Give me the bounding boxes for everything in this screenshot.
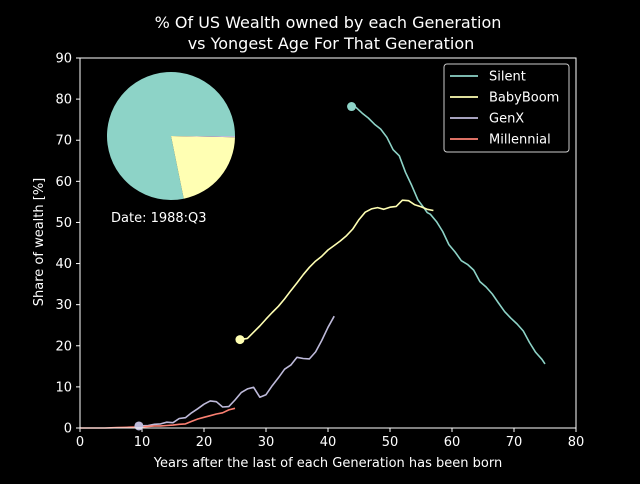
series-line-babyboom	[239, 199, 434, 341]
chart-legend: Silent BabyBoom GenX Millennial	[443, 63, 570, 153]
x-tick-label: 80	[568, 435, 585, 450]
legend-label-millennial: Millennial	[489, 133, 551, 148]
legend-label-genx: GenX	[489, 112, 524, 127]
start-marker-silent	[347, 102, 357, 112]
x-axis-ticks: 0 10 20 30 40 50 60 70 80	[76, 428, 584, 450]
x-tick-label: 70	[506, 435, 523, 450]
chart-title-line2: vs Yongest Age For That Generation	[188, 34, 475, 53]
pie-slice-babyboom	[171, 136, 235, 199]
series-line-genx	[138, 315, 335, 427]
y-tick-label: 70	[55, 134, 72, 149]
legend-box	[443, 63, 570, 153]
y-axis-ticks: 0 10 20 30 40 50 60 70 80 90	[55, 52, 80, 437]
legend-label-silent: Silent	[489, 70, 526, 85]
pie-chart	[107, 71, 236, 200]
y-tick-label: 60	[55, 175, 72, 190]
pie-slice-genx	[171, 136, 236, 138]
series-line-silent	[351, 105, 546, 365]
pie-slice-silent	[107, 71, 235, 200]
x-tick-label: 0	[76, 435, 84, 450]
legend-items: Silent BabyBoom GenX Millennial	[450, 70, 559, 148]
y-axis-label: Share of wealth [%]	[32, 178, 47, 306]
x-tick-label: 10	[134, 435, 151, 450]
y-tick-label: 90	[55, 52, 72, 67]
legend-label-babyboom: BabyBoom	[489, 91, 559, 106]
chart-title-line1: % Of US Wealth owned by each Generation	[155, 13, 502, 32]
start-marker-babyboom	[235, 335, 245, 345]
y-tick-label: 0	[64, 422, 72, 437]
y-tick-label: 20	[55, 339, 72, 354]
x-tick-label: 40	[320, 435, 337, 450]
x-tick-label: 30	[258, 435, 275, 450]
x-axis-label: Years after the last of each Generation …	[153, 456, 502, 471]
x-tick-label: 60	[444, 435, 461, 450]
y-tick-label: 80	[55, 93, 72, 108]
y-tick-label: 50	[55, 216, 72, 231]
date-label: Date: 1988:Q3	[111, 211, 207, 226]
x-tick-label: 50	[382, 435, 399, 450]
y-tick-label: 10	[55, 380, 72, 395]
y-tick-label: 30	[55, 298, 72, 313]
y-tick-label: 40	[55, 257, 72, 272]
plot-frame	[79, 57, 577, 429]
x-tick-label: 20	[196, 435, 213, 450]
start-marker-genx	[134, 421, 144, 431]
